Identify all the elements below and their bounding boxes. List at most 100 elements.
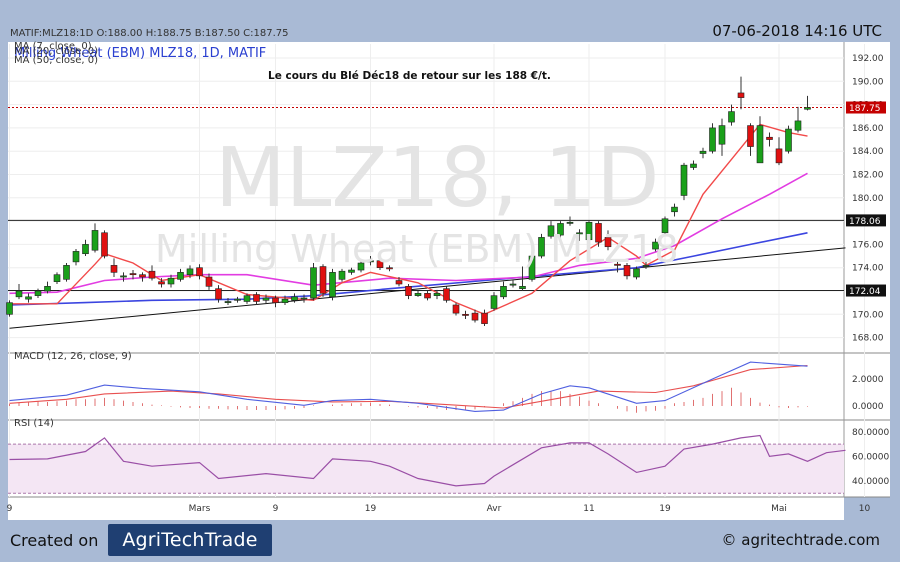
candle-body xyxy=(177,272,184,280)
y-axis-tick-label: 168.00 xyxy=(852,334,884,344)
candle-body xyxy=(34,290,42,296)
macd-line xyxy=(9,361,808,412)
candle-body xyxy=(452,304,460,314)
candle-body xyxy=(357,262,365,271)
last-price-tag: 187.75 xyxy=(849,104,881,114)
rsi-y-tick-label: 60.0000 xyxy=(852,452,889,462)
y-axis-tick-label: 184.00 xyxy=(852,147,884,157)
macd-title: MACD (12, 26, close, 9) xyxy=(14,351,132,362)
candle-body xyxy=(462,313,469,316)
y-axis-tick-label: 182.00 xyxy=(852,171,884,181)
candle-body xyxy=(490,295,498,309)
candle-body xyxy=(205,276,213,287)
ma50-line xyxy=(9,232,808,306)
ma20-line xyxy=(9,172,808,295)
candle-body xyxy=(63,265,70,280)
candle-body xyxy=(272,297,279,303)
rsi-y-tick-label: 80.0000 xyxy=(852,428,889,438)
candle-body xyxy=(566,221,574,224)
candle-body xyxy=(300,297,308,300)
candle-body xyxy=(481,312,488,324)
candle-body xyxy=(576,232,583,235)
candle-body xyxy=(728,111,735,123)
candle-body xyxy=(528,255,536,280)
y-axis-tick-label: 190.00 xyxy=(852,77,884,87)
candle-body xyxy=(338,270,346,280)
candle-body xyxy=(101,232,108,257)
candle-body xyxy=(642,265,650,267)
candle-body xyxy=(148,270,156,279)
candle-body xyxy=(243,295,251,302)
last-price-tag-box xyxy=(846,101,886,114)
candle-body xyxy=(661,218,669,234)
candle-body xyxy=(329,272,336,298)
x-axis-label: 10 xyxy=(859,504,871,514)
candle-body xyxy=(120,275,127,278)
macd-y-tick-label: 2.0000 xyxy=(852,375,884,385)
candle-body xyxy=(671,206,678,213)
candle-body xyxy=(766,136,773,140)
candle-body xyxy=(72,251,80,263)
candle-body xyxy=(737,92,745,98)
candle-body xyxy=(224,301,232,303)
legend-ma20: MA (20, close, 0) xyxy=(14,46,98,57)
candle-body xyxy=(747,125,754,147)
candle-body xyxy=(44,286,51,292)
candle-body xyxy=(804,107,811,110)
candle-body xyxy=(395,280,403,285)
y-axis-tick-label: 192.00 xyxy=(852,54,884,64)
chart-timestamp: 07-06-2018 14:16 UTC xyxy=(712,22,882,40)
y-axis-tick-label: 174.00 xyxy=(852,264,884,274)
copyright-link[interactable]: © agritechtrade.com xyxy=(721,531,880,549)
candle-body xyxy=(386,267,393,270)
x-axis-label: 19 xyxy=(659,504,671,514)
candle-body xyxy=(53,274,61,282)
x-axis-label: 9 xyxy=(273,504,279,514)
watermark-symbol: MLZ18, 1D xyxy=(215,131,659,226)
candle-body xyxy=(129,273,137,276)
y-axis-tick-label: 186.00 xyxy=(852,124,884,134)
candle-body xyxy=(234,298,241,301)
candle-body xyxy=(310,267,317,299)
chart-panel-background xyxy=(8,42,844,520)
support-price-tag: 172.04 xyxy=(849,287,881,297)
candle-body xyxy=(253,294,260,302)
resistance-price-tag: 178.06 xyxy=(849,217,881,227)
candle-body xyxy=(623,265,631,277)
candle-body xyxy=(139,274,146,278)
candle-body xyxy=(604,237,612,248)
candle-body xyxy=(471,312,479,321)
y-axis-tick-label: 170.00 xyxy=(852,310,884,320)
agritechtrade-logo[interactable]: AgriTechTrade xyxy=(108,524,272,556)
candle-body xyxy=(319,266,327,294)
candle-body xyxy=(186,268,194,275)
candle-body xyxy=(785,128,792,152)
candle-body xyxy=(262,297,270,301)
candle-body xyxy=(500,286,507,298)
candle-body xyxy=(775,148,783,164)
candle-body xyxy=(794,120,802,131)
candle-body xyxy=(25,296,32,300)
x-axis-label: 11 xyxy=(583,504,594,514)
axis-background xyxy=(844,42,890,497)
candle-body xyxy=(633,268,640,278)
candle-body xyxy=(281,298,289,303)
watermark-name: Milling Wheat (EBM) MLZ18 xyxy=(155,227,679,271)
price-chart-svg[interactable]: 9Mars919Avr1119Mai1018Juin11168.00170.00… xyxy=(0,0,900,520)
candle-body xyxy=(405,286,412,296)
created-on-label: Created on xyxy=(10,531,99,550)
candle-body xyxy=(158,281,165,285)
candle-body xyxy=(595,223,602,243)
candle-body xyxy=(167,277,175,285)
candle-body xyxy=(690,163,697,168)
ma7-line xyxy=(9,123,808,316)
candle-body xyxy=(348,269,355,273)
candle-body xyxy=(509,283,517,286)
candle-body xyxy=(91,230,99,251)
legend-ma50: MA (50, close, 0) xyxy=(14,55,98,66)
rsi-line xyxy=(9,434,846,487)
legend-instrument: Milling Wheat (EBM) MLZ18, 1D, MATIF xyxy=(14,46,266,61)
candle-body xyxy=(215,288,222,300)
x-axis-label: 19 xyxy=(365,504,377,514)
resistance-price-tag-box xyxy=(846,214,886,227)
